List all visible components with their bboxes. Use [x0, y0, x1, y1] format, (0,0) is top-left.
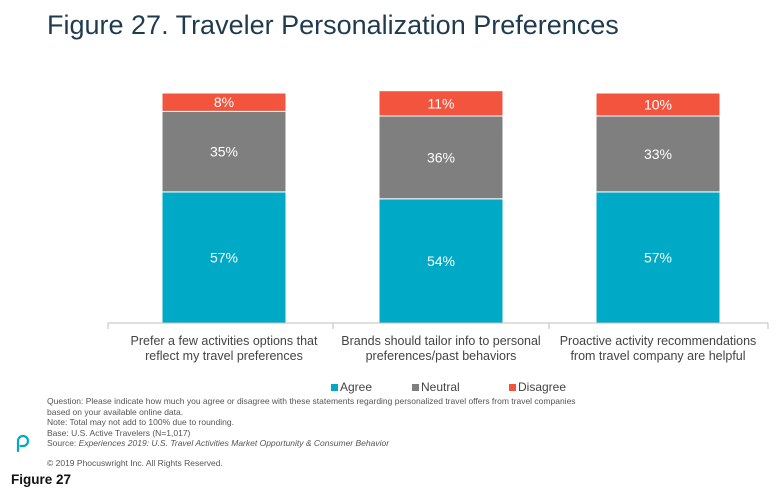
figure-caption: Figure 27: [11, 472, 72, 487]
bars-group: 57% 35% 8% 54% 36% 11% 57% 33% 10%: [161, 90, 721, 324]
data-label-agree-1: 57%: [210, 249, 238, 265]
copyright-text: © 2019 Phocuswright Inc. All Rights Rese…: [47, 458, 223, 468]
question-note-line-2: based on your available online data.: [47, 406, 184, 417]
source-note: Source: Experiences 2019: U.S. Travel Ac…: [47, 438, 667, 449]
bar-segment-disagree-1: [161, 92, 287, 112]
phocuswright-logo-icon: [16, 434, 30, 453]
x-axis-ticks: [107, 323, 769, 329]
data-label-disagree-1: 8%: [214, 94, 234, 110]
legend-label-disagree: Disagree: [518, 380, 566, 394]
category-label-1-line-2: reflect my travel preferences: [145, 349, 303, 363]
bar-segment-agree-2: [378, 198, 504, 324]
category-label-2-line-2: preferences/past behaviors: [366, 349, 517, 363]
data-label-agree-3: 57%: [644, 249, 672, 265]
category-label-1-line-1: Prefer a few activities options that: [131, 334, 318, 348]
base-note: Base: U.S. Active Travelers (N=1,017): [47, 427, 191, 438]
bar-segment-agree-3: [595, 191, 721, 324]
data-label-neutral-1: 35%: [210, 144, 238, 160]
category-label-3-line-2: from travel company are helpful: [570, 349, 745, 363]
data-label-disagree-2: 11%: [428, 95, 455, 111]
legend-label-neutral: Neutral: [421, 380, 460, 394]
category-label-3-line-1: Proactive activity recommendations: [560, 334, 757, 348]
legend: Agree Neutral Disagree: [331, 380, 566, 394]
legend-swatch-neutral: [412, 384, 419, 391]
source-prefix: Source:: [47, 438, 79, 449]
stacked-bar-chart: 57% 35% 8% 54% 36% 11% 57% 33% 10% Prefer a few …: [107, 90, 769, 394]
rounding-note: Note: Total may not add to 100% due to r…: [47, 417, 234, 428]
source-title: Experiences 2019: U.S. Travel Activities…: [78, 438, 390, 449]
legend-label-agree: Agree: [340, 380, 372, 394]
legend-swatch-disagree: [509, 384, 516, 391]
question-note-line-1: Question: Please indicate how much you a…: [47, 396, 576, 406]
chart-title: Figure 27. Traveler Personalization Pref…: [47, 10, 619, 40]
bar-segment-neutral-3: [595, 115, 721, 193]
bar-segment-disagree-3: [595, 92, 721, 117]
category-labels: Prefer a few activities options thatrefl…: [131, 334, 757, 363]
category-label-2-line-1: Brands should tailor info to personal: [341, 334, 540, 348]
bar-segment-agree-1: [161, 191, 287, 324]
data-label-neutral-2: 36%: [427, 149, 455, 165]
bar-segment-disagree-2: [378, 90, 504, 117]
data-label-agree-2: 54%: [427, 253, 455, 269]
data-label-disagree-3: 10%: [644, 97, 672, 113]
legend-swatch-agree: [331, 384, 338, 391]
data-label-neutral-3: 33%: [644, 146, 672, 162]
footnotes: Question: Please indicate how much you a…: [47, 396, 667, 449]
